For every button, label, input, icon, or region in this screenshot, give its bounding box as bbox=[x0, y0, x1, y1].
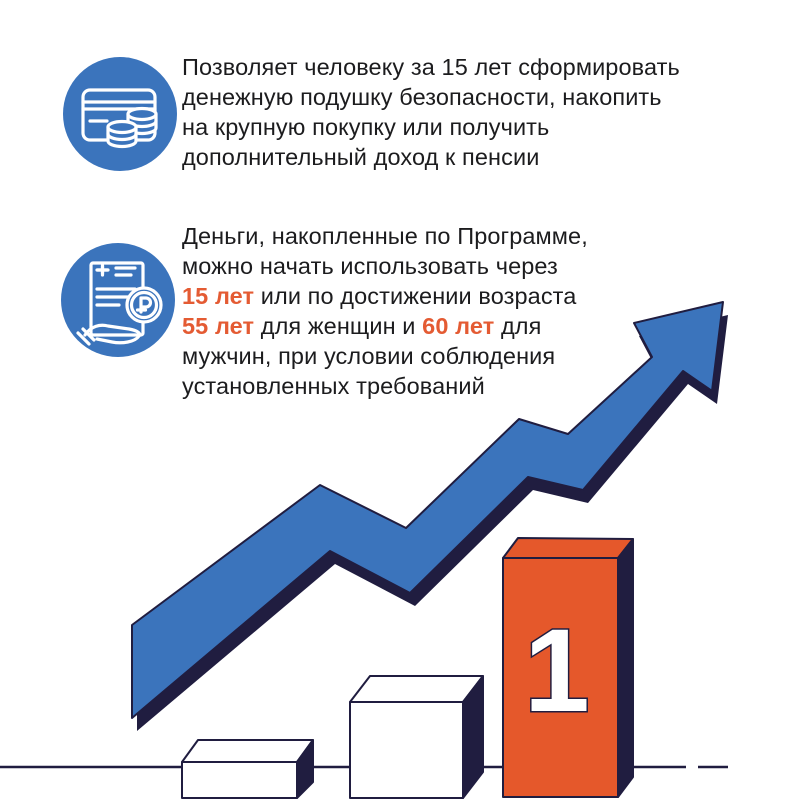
document-ruble-hand-icon bbox=[61, 243, 175, 357]
text-segment: для мужчин, при условии соблюдения устан… bbox=[182, 313, 556, 399]
highlighted-term: 60 лет bbox=[422, 313, 495, 339]
podium-box-small bbox=[181, 739, 314, 799]
highlighted-term: 55 лет bbox=[182, 313, 255, 339]
feature-rich-text: Деньги, накопленные по Программе, можно … bbox=[182, 221, 742, 401]
podium-box-first-place: 1 bbox=[502, 537, 634, 798]
feature-text: Позволяет человеку за 15 лет сформироват… bbox=[182, 54, 680, 170]
text-segment: для женщин и bbox=[254, 313, 423, 339]
highlighted-term: 15 лет bbox=[182, 283, 255, 309]
podium-rank-label: 1 bbox=[524, 605, 590, 737]
text-segment: или по достижении возраста bbox=[260, 283, 577, 309]
podium-box-medium bbox=[349, 675, 484, 799]
growth-arrow bbox=[131, 301, 724, 719]
card-coins-icon bbox=[63, 57, 177, 171]
text-segment: Деньги, накопленные по Программе, можно … bbox=[182, 223, 588, 279]
